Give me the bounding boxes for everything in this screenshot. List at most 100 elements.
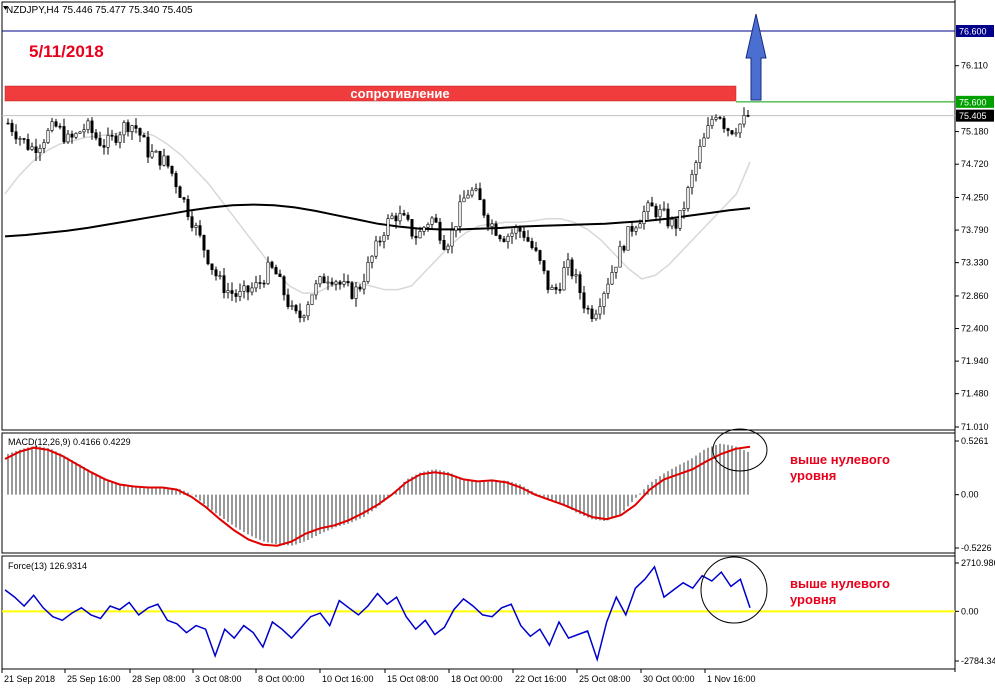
- x-tick-label: 8 Oct 00:00: [258, 674, 305, 684]
- candle-body: [42, 142, 46, 149]
- force-title: Force(13) 126.9314: [8, 561, 87, 571]
- candle-body: [674, 219, 678, 229]
- candle-body: [434, 217, 438, 223]
- candle-body: [66, 133, 70, 143]
- candle-body: [314, 283, 318, 296]
- candle-body: [274, 267, 278, 275]
- candle-body: [450, 229, 454, 247]
- candle-body: [218, 275, 222, 277]
- price-tick-label: 72.860: [961, 291, 989, 301]
- candle-body: [614, 266, 618, 273]
- candle-body: [146, 136, 150, 158]
- macd-highlight-ellipse: [712, 428, 768, 472]
- resistance-label: сопротивление: [350, 86, 449, 101]
- target-arrow[interactable]: [745, 13, 767, 101]
- candle-body: [150, 151, 154, 158]
- candle-body: [94, 132, 98, 139]
- candle-body: [730, 130, 734, 135]
- x-tick-label: 10 Oct 16:00: [322, 674, 374, 684]
- candle-body: [746, 115, 750, 117]
- dropdown-arrow-icon[interactable]: [3, 6, 8, 10]
- candle-body: [334, 281, 338, 285]
- candle-body: [406, 214, 410, 220]
- candle-body: [30, 146, 34, 150]
- candle-body: [126, 122, 130, 132]
- macd-tick-label: 0.00: [961, 490, 979, 500]
- candle-body: [290, 305, 294, 307]
- price-tick-label: 73.790: [961, 225, 989, 235]
- force-panel[interactable]: [1, 555, 956, 670]
- candle-body: [466, 194, 470, 199]
- candle-body: [282, 276, 286, 296]
- price-tick-label: 74.720: [961, 159, 989, 169]
- candle-body: [198, 225, 202, 236]
- candle-body: [526, 237, 530, 242]
- macd-panel[interactable]: [1, 432, 956, 554]
- symbol-line: NZDJPY,H4 75.446 75.477 75.340 75.405: [6, 5, 193, 16]
- force-tick-label: -2784.34: [961, 656, 995, 666]
- candle-body: [570, 259, 574, 277]
- candle-body: [354, 286, 358, 299]
- candle-body: [138, 128, 142, 136]
- candle-body: [486, 214, 490, 227]
- candle-body: [518, 227, 522, 232]
- candle-body: [722, 118, 726, 129]
- macd-annotation-line1: выше нулевого: [790, 452, 890, 467]
- candle-body: [390, 215, 394, 219]
- chart-date: 5/11/2018: [29, 42, 104, 61]
- candle-body: [590, 308, 594, 320]
- price-layer: [2, 30, 955, 323]
- candle-body: [110, 135, 114, 137]
- candle-body: [418, 231, 422, 239]
- candle-body: [702, 137, 706, 147]
- candle-body: [530, 240, 534, 249]
- candle-body: [662, 208, 666, 211]
- candle-body: [350, 282, 354, 299]
- force-tick-label: 2710.986: [961, 558, 995, 568]
- resistance-zone[interactable]: [4, 85, 737, 102]
- price-tag-target: [956, 25, 994, 37]
- candle-body: [394, 215, 398, 222]
- candle-body: [258, 282, 262, 284]
- candle-body: [442, 239, 446, 250]
- candle-body: [286, 294, 290, 307]
- candle-body: [318, 276, 322, 285]
- candle-body: [494, 223, 498, 236]
- candle-body: [326, 281, 330, 284]
- candle-body: [470, 189, 474, 196]
- candle-body: [610, 272, 614, 285]
- candle-body: [710, 119, 714, 126]
- x-tick-label: 22 Oct 16:00: [515, 674, 567, 684]
- candle-body: [698, 146, 702, 163]
- candle-body: [338, 281, 342, 285]
- candle-body: [634, 227, 638, 232]
- candle-body: [58, 125, 62, 128]
- candle-body: [214, 269, 218, 277]
- x-tick-label: 25 Sep 16:00: [67, 674, 121, 684]
- candle-body: [162, 155, 166, 166]
- candle-body: [686, 187, 690, 209]
- candle-body: [278, 273, 282, 277]
- candle-body: [650, 202, 654, 207]
- candle-body: [498, 235, 502, 240]
- candle-body: [194, 225, 198, 228]
- candle-body: [438, 221, 442, 241]
- candle-body: [310, 294, 314, 305]
- candle-body: [474, 188, 478, 191]
- candle-body: [46, 130, 50, 143]
- price-tick-label: 76.600: [959, 27, 987, 37]
- price-tag-current: [956, 109, 994, 122]
- price-panel[interactable]: [1, 1, 956, 431]
- price-tick-label: 76.110: [961, 61, 988, 71]
- candle-body: [374, 240, 378, 257]
- candle-body: [26, 139, 30, 150]
- candle-body: [618, 246, 622, 268]
- candle-body: [142, 134, 146, 138]
- candle-body: [602, 293, 606, 307]
- candle-body: [170, 165, 174, 174]
- candle-body: [90, 120, 94, 134]
- candle-body: [522, 231, 526, 238]
- candle-body: [458, 201, 462, 227]
- candle-body: [490, 223, 494, 227]
- candle-body: [410, 219, 414, 237]
